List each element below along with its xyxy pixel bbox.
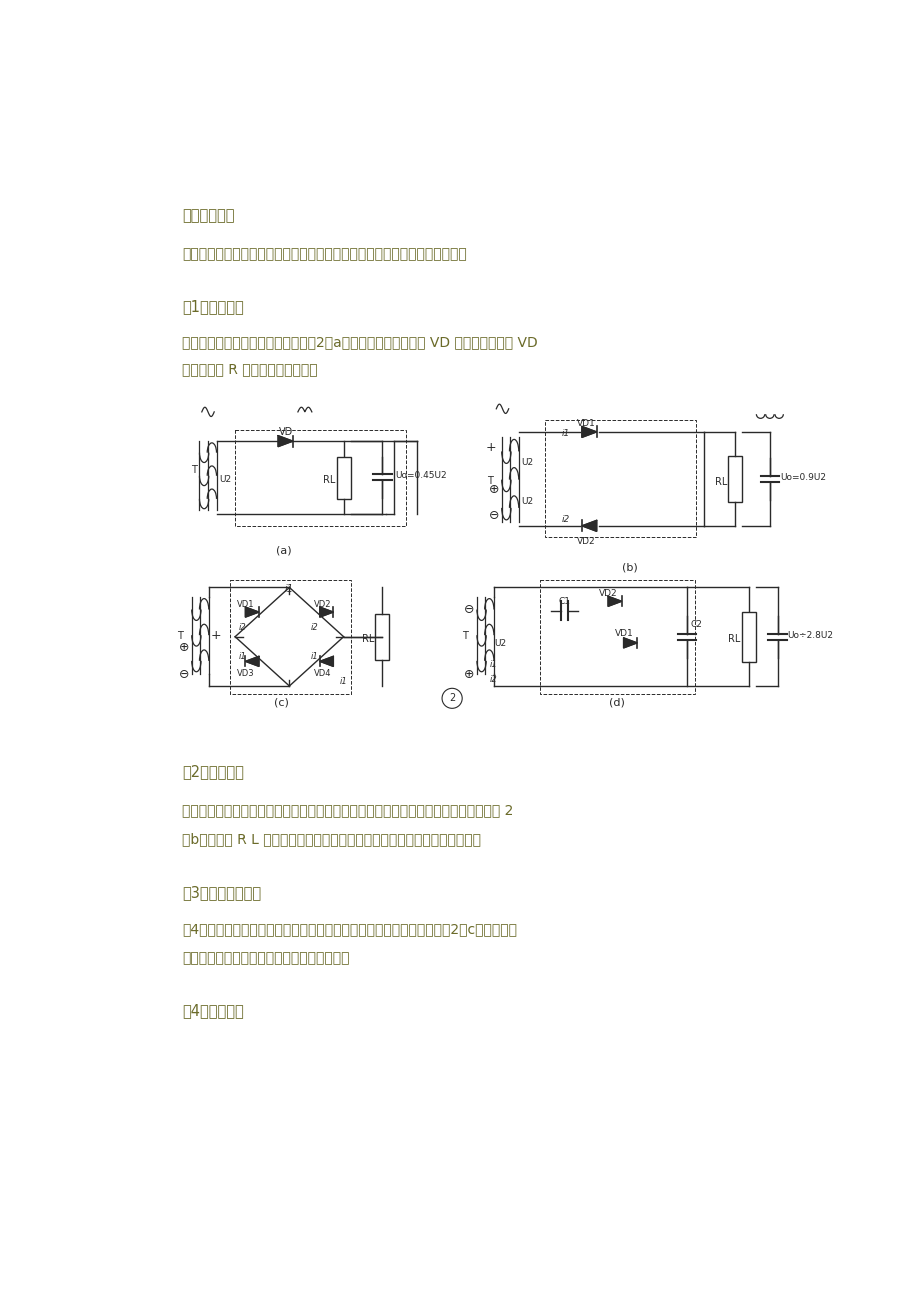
Text: （2）全波整流: （2）全波整流 [182, 764, 244, 780]
Text: Uo=0.9U2: Uo=0.9U2 [779, 473, 825, 482]
Polygon shape [623, 638, 637, 648]
Text: ⊖: ⊖ [178, 668, 188, 681]
Text: C2: C2 [690, 620, 702, 629]
Polygon shape [581, 521, 596, 531]
Text: RL: RL [714, 477, 726, 487]
Polygon shape [607, 596, 621, 607]
Text: ⊕: ⊕ [488, 483, 498, 496]
Text: VD3: VD3 [236, 669, 254, 678]
Text: RL: RL [727, 634, 740, 644]
Text: 电流波形和输出电压值与全波整流电路相似。: 电流波形和输出电压值与全波整流电路相似。 [182, 952, 349, 966]
Polygon shape [581, 426, 596, 437]
Polygon shape [245, 656, 259, 667]
Text: (d): (d) [608, 698, 624, 707]
Bar [336, 457, 350, 499]
Text: （b）。负载 R L 上得到是脉动全波整流电流，输出电压比半波整流电路高。: （b）。负载 R L 上得到是脉动全波整流电流，输出电压比半波整流电路高。 [182, 832, 481, 846]
Bar [741, 612, 755, 663]
Text: i1: i1 [339, 677, 347, 686]
Text: VD2: VD2 [598, 589, 618, 598]
Text: i1: i1 [562, 428, 570, 437]
Text: ⊖: ⊖ [463, 603, 473, 616]
Text: i2: i2 [562, 516, 570, 525]
Text: i1: i1 [311, 652, 319, 661]
Text: ⊖: ⊖ [488, 509, 498, 522]
Bar [545, 421, 696, 538]
Polygon shape [245, 607, 259, 617]
Text: VD2: VD2 [313, 600, 332, 609]
Text: T: T [486, 475, 493, 486]
Text: Uo÷2.8U2: Uo÷2.8U2 [786, 630, 832, 639]
Text: 整流电路是运用半导体二极管单向导电性能把交流电变成单向脉动直流电路。: 整流电路是运用半导体二极管单向导电性能把交流电变成单向脉动直流电路。 [182, 247, 467, 262]
Text: VD2: VD2 [576, 538, 595, 547]
Text: 截止，负载 R 上得到是脉动直流电: 截止，负载 R 上得到是脉动直流电 [182, 362, 318, 376]
Polygon shape [320, 607, 333, 617]
Text: T: T [176, 631, 183, 642]
Bar [230, 579, 351, 694]
Text: VD1: VD1 [614, 629, 633, 638]
Text: 2: 2 [448, 694, 455, 703]
Polygon shape [278, 436, 292, 447]
Text: U2: U2 [494, 639, 506, 648]
Text: (a): (a) [276, 546, 291, 555]
Text: VD4: VD4 [313, 669, 332, 678]
Text: (c): (c) [274, 698, 289, 707]
Text: +: + [210, 629, 221, 642]
Text: U2: U2 [520, 458, 533, 467]
Text: i2: i2 [239, 622, 246, 631]
Text: i2: i2 [489, 676, 496, 685]
Text: 二、整流电路: 二、整流电路 [182, 208, 234, 224]
Text: i2: i2 [311, 622, 319, 631]
Text: （4）倍压整流: （4）倍压整流 [182, 1004, 244, 1018]
Text: ⊕: ⊕ [178, 642, 188, 655]
Text: i1: i1 [489, 660, 496, 669]
Bar [539, 579, 694, 694]
Text: RL: RL [323, 475, 335, 486]
Bar [727, 456, 741, 503]
Text: 半波整流电路只需一种二极管，见图2（a）。在交流电正半周时 VD 导通，负半周时 VD: 半波整流电路只需一种二极管，见图2（a）。在交流电正半周时 VD 导通，负半周时… [182, 335, 538, 349]
Text: VD: VD [279, 427, 293, 437]
Text: i1: i1 [285, 583, 293, 594]
Text: （1）半波整流: （1）半波整流 [182, 298, 244, 314]
Text: 用4个二极管构成桥式整流电路可以使用只有单个次级线圈变压器，见图2（c）。负载上: 用4个二极管构成桥式整流电路可以使用只有单个次级线圈变压器，见图2（c）。负载上 [182, 922, 516, 936]
Text: VD1: VD1 [576, 419, 595, 428]
Text: T: T [461, 631, 468, 642]
Text: (b): (b) [622, 562, 638, 573]
Bar [235, 430, 405, 526]
Text: 全波整流要用两个二极管，并且规定变压器有带中心抓头两个圈数相似次级线圈，见图 2: 全波整流要用两个二极管，并且规定变压器有带中心抓头两个圈数相似次级线圈，见图 2 [182, 803, 513, 818]
Text: C1: C1 [558, 596, 570, 605]
Bar [375, 613, 389, 660]
Text: VD1: VD1 [236, 600, 254, 609]
Text: U2: U2 [219, 475, 231, 484]
Text: （3）全波桥式整流: （3）全波桥式整流 [182, 884, 261, 900]
Text: T: T [191, 465, 197, 475]
Text: Uo=0.45U2: Uo=0.45U2 [395, 471, 447, 480]
Text: +: + [485, 441, 495, 454]
Text: U2: U2 [520, 496, 533, 505]
Text: ⊕: ⊕ [463, 668, 473, 681]
Text: RL: RL [362, 634, 374, 644]
Text: i1: i1 [239, 652, 246, 661]
Polygon shape [320, 656, 333, 667]
